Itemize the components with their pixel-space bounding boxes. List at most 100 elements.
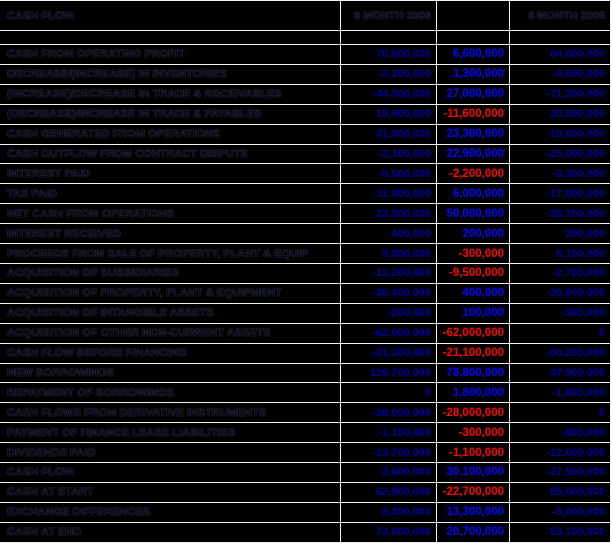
value-delta[interactable]: 20,700,000 [437,522,510,543]
value-2006[interactable]: 70,600,000 [341,45,437,65]
row-label[interactable]: CASH OUTFLOW FROM CONTRACT DISPUTE [0,144,341,165]
value-2006[interactable]: -81,300,000 [341,343,437,364]
value-2006[interactable]: 8,300,000 [341,502,437,523]
value-2005[interactable]: -5,000,000 [510,502,611,523]
row-label[interactable]: CASH FROM OPERATING PROFIT [0,45,341,65]
row-label[interactable]: ACQUISITION OF INTANGIBLE ASSETS [0,303,341,324]
value-2006[interactable]: 41,900,000 [341,124,437,145]
value-2005[interactable]: 85,600,000 [510,482,611,503]
value-2005[interactable]: -1,800,000 [510,383,611,404]
value-delta[interactable]: -21,100,000 [437,343,510,364]
row-label[interactable]: INTEREST RECEIVED [0,224,341,245]
value-delta[interactable]: 13,300,000 [437,502,510,523]
value-2006[interactable]: -3,300,000 [341,64,437,85]
value-2006[interactable]: -11,000,000 [341,184,437,205]
column-header-2005[interactable]: 6 MONTH 2005 [510,1,611,31]
row-label[interactable]: CASH AT END [0,522,341,543]
value-delta[interactable]: 23,300,000 [437,124,510,145]
value-2005[interactable]: -800,000 [510,423,611,444]
value-2005[interactable]: -17,000,000 [510,184,611,205]
value-2006[interactable]: -200,000 [341,303,437,324]
value-2005[interactable]: 200,000 [510,224,611,245]
value-2005[interactable]: -26,700,000 [510,204,611,225]
value-2006[interactable]: -28,000,000 [341,403,437,424]
value-delta[interactable]: 6,000,000 [437,184,510,205]
value-2005[interactable]: 47,900,000 [510,363,611,384]
blank-cell[interactable] [437,31,510,45]
value-2005[interactable]: -71,300,000 [510,84,611,105]
value-2005[interactable]: -36,800,000 [510,283,611,304]
value-2006[interactable]: 2,600,000 [341,463,437,483]
value-2006[interactable]: -5,500,000 [341,164,437,185]
value-delta[interactable]: -300,000 [437,244,510,264]
row-label[interactable]: CASH AT START [0,482,341,503]
value-delta[interactable]: -11,600,000 [437,104,510,125]
value-2006[interactable]: -2,100,000 [341,144,437,165]
value-2005[interactable]: -25,000,000 [510,144,611,165]
value-2005[interactable]: 53,100,000 [510,522,611,543]
row-label[interactable]: ACQUISITION OF PROPERTY, PLANT & EQUIPME… [0,283,341,304]
value-2005[interactable]: 30,500,000 [510,104,611,125]
value-delta[interactable]: 400,000 [437,283,510,304]
value-delta[interactable]: -1,100,000 [437,443,510,464]
value-delta[interactable]: -22,700,000 [437,482,510,503]
value-2005[interactable]: -2,700,000 [510,263,611,284]
row-label[interactable]: ACQUISITION OF OTHER NON-CURRENT ASSETS [0,323,341,344]
value-2005[interactable]: 0 [510,403,611,424]
value-2005[interactable]: 18,600,000 [510,124,611,145]
row-label[interactable]: CASH FLOW [0,463,341,483]
row-label[interactable]: TAX PAID [0,184,341,205]
value-2006[interactable]: -36,400,000 [341,283,437,304]
row-label[interactable]: CASH GENERATED FROM OPERATIONS [0,124,341,145]
value-2005[interactable]: -27,500,000 [510,463,611,483]
row-label[interactable]: INTEREST PAID [0,164,341,185]
value-2006[interactable]: 18,900,000 [341,104,437,125]
row-label[interactable]: (INCREASE)/DECREASE IN TRADE & RECEIVABL… [0,84,341,105]
value-2005[interactable]: -4,600,000 [510,64,611,85]
value-2005[interactable]: -3,300,000 [510,164,611,185]
value-delta[interactable]: -300,000 [437,423,510,444]
value-delta[interactable]: 100,000 [437,303,510,324]
value-2006[interactable]: 126,700,000 [341,363,437,384]
value-2006[interactable]: 5,800,000 [341,244,437,264]
value-delta[interactable]: -9,500,000 [437,263,510,284]
blank-cell[interactable] [510,31,611,45]
value-delta[interactable]: 200,000 [437,224,510,245]
value-2006[interactable]: -44,300,000 [341,84,437,105]
value-2006[interactable]: 23,300,000 [341,204,437,225]
title-cell[interactable]: CASH FLOW [0,1,341,31]
value-delta[interactable]: 27,000,000 [437,84,510,105]
value-2006[interactable]: -13,700,000 [341,443,437,464]
value-delta[interactable]: -28,000,000 [437,403,510,424]
value-2006[interactable]: 400,000 [341,224,437,245]
row-label[interactable]: CASH FLOW BEFORE FINANCING [0,343,341,364]
value-2005[interactable]: 0 [510,323,611,344]
value-2005[interactable]: 64,000,000 [510,45,611,65]
row-label[interactable]: REPAYMENT OF BORROWINGS [0,383,341,404]
value-delta[interactable]: 6,600,000 [437,45,510,65]
row-label[interactable]: NET CASH FROM OPERATIONS [0,204,341,225]
value-delta[interactable]: -62,000,000 [437,323,510,344]
value-2006[interactable]: -12,200,000 [341,263,437,284]
value-2006[interactable]: 62,900,000 [341,482,437,503]
value-2006[interactable]: 0 [341,383,437,404]
column-header-delta[interactable] [437,1,510,31]
value-delta[interactable]: 1,300,000 [437,64,510,85]
value-2006[interactable]: -62,000,000 [341,323,437,344]
value-delta[interactable]: 78,800,000 [437,363,510,384]
row-label[interactable]: NEW BORROWINGS [0,363,341,384]
value-delta[interactable]: -2,200,000 [437,164,510,185]
value-2005[interactable]: -60,200,000 [510,343,611,364]
row-label[interactable]: PROCEEDS FROM SALE OF PROPERTY, PLANT & … [0,244,341,264]
value-delta[interactable]: 22,900,000 [437,144,510,165]
column-header-2006[interactable]: 6 MONTH 2006 [341,1,437,31]
value-2005[interactable]: 6,100,000 [510,244,611,264]
blank-cell[interactable] [0,31,341,45]
row-label[interactable]: PAYMENT OF FINANCE LEASE LIABILITIES [0,423,341,444]
value-2006[interactable]: -1,100,000 [341,423,437,444]
value-2005[interactable]: -300,000 [510,303,611,324]
row-label[interactable]: DECREASE/(INCREASE) IN INVENTORIES [0,64,341,85]
value-2005[interactable]: -12,600,000 [510,443,611,464]
value-2006[interactable]: 73,800,000 [341,522,437,543]
row-label[interactable]: CASH FLOWS FROM DERIVATIVE INSTRUMENTS [0,403,341,424]
